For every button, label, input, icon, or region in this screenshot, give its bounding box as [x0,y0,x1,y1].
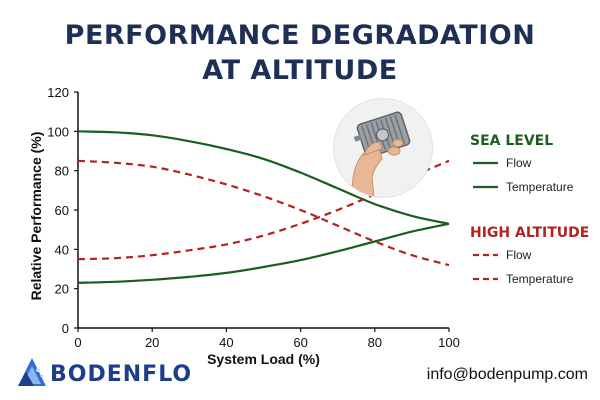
y-axis-label: Relative Performance (%) [28,132,44,301]
hand-holding-pump-icon [333,98,433,198]
y-tick-label: 80 [55,164,69,179]
y-tick-label: 40 [55,242,69,257]
x-tick-label: 100 [438,335,460,350]
series-line-sea-level-temperature [77,222,450,284]
series-line-sea-level-flow [77,130,450,225]
legend-entry-label: Flow [506,248,532,262]
contact-email[interactable]: info@bodenpump.com [426,366,588,383]
chart-title-line-2: AT ALTITUDE [202,55,398,86]
y-tick-label: 100 [47,124,69,139]
legend-entry-label: Temperature [506,180,574,194]
y-tick-label: 20 [55,282,69,297]
y-tick-label: 0 [62,321,69,336]
brand-logo-icon [14,356,50,390]
legend-entry-label: Temperature [506,272,574,286]
y-tick-label: 60 [55,203,69,218]
x-tick-label: 60 [293,335,307,350]
series-line-high-altitude-flow [77,159,450,267]
x-tick-label: 80 [368,335,382,350]
legend-entry-label: Flow [506,156,532,170]
legend-group-title: SEA LEVEL [470,133,553,149]
brand-name: BODENFLO [50,362,193,387]
x-axis-label: System Load (%) [207,351,320,367]
chart-title-line-1: PERFORMANCE DEGRADATION [64,20,536,51]
legend-group-title: HIGH ALTITUDE [470,225,589,241]
y-tick-label: 120 [47,85,69,100]
x-tick-label: 20 [145,335,159,350]
x-tick-label: 40 [219,335,233,350]
x-tick-label: 0 [74,335,81,350]
